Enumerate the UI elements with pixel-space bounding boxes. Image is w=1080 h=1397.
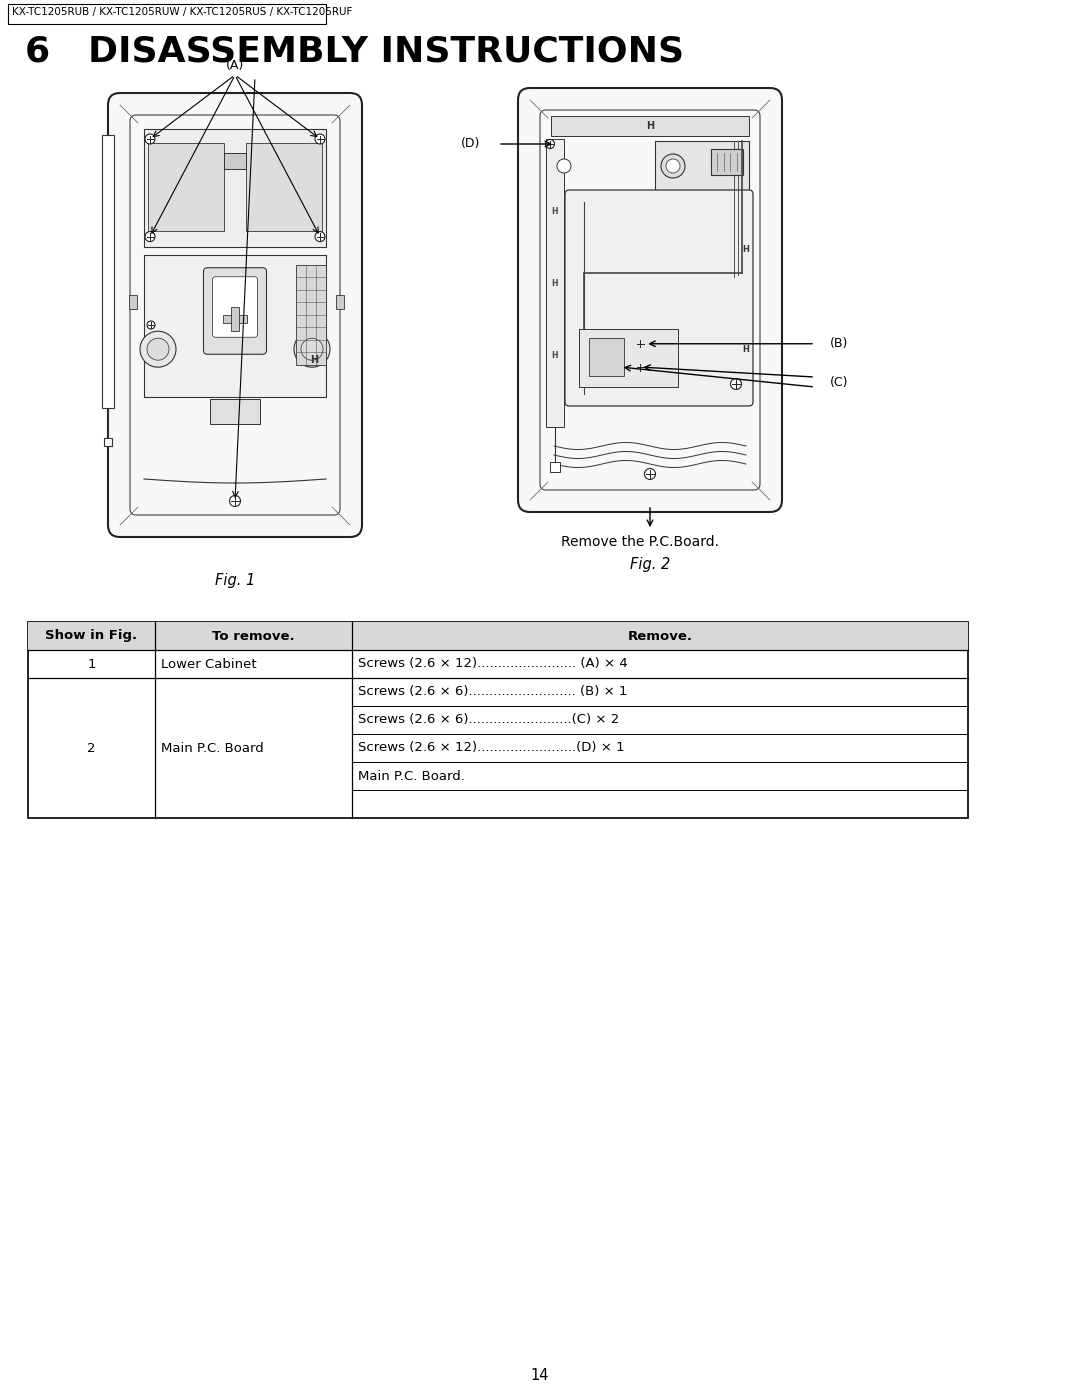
Circle shape	[145, 232, 156, 242]
Text: 1: 1	[87, 658, 96, 671]
Text: Screws (2.6 × 6).......................... (B) × 1: Screws (2.6 × 6)........................…	[359, 686, 627, 698]
Text: H: H	[310, 355, 319, 365]
Bar	[28, 622, 968, 819]
Bar	[336, 295, 345, 309]
Text: Screws (2.6 × 6).........................(C) × 2: Screws (2.6 × 6)........................…	[359, 714, 620, 726]
Polygon shape	[231, 307, 239, 331]
FancyBboxPatch shape	[203, 268, 267, 355]
Text: Main P.C. Board.: Main P.C. Board.	[359, 770, 465, 782]
Circle shape	[645, 468, 656, 479]
Circle shape	[661, 154, 685, 177]
Circle shape	[635, 338, 646, 349]
Bar	[28, 622, 968, 650]
Bar	[546, 138, 564, 427]
Circle shape	[616, 362, 625, 372]
Text: KX-TC1205RUB / KX-TC1205RUW / KX-TC1205RUS / KX-TC1205RUF: KX-TC1205RUB / KX-TC1205RUW / KX-TC1205R…	[12, 7, 352, 17]
Text: To remove.: To remove.	[213, 630, 295, 643]
Text: H: H	[743, 246, 750, 254]
Bar	[210, 400, 260, 425]
Bar	[550, 462, 561, 472]
Text: H: H	[646, 122, 654, 131]
Bar	[148, 142, 225, 232]
Circle shape	[140, 331, 176, 367]
FancyBboxPatch shape	[213, 277, 257, 337]
Text: H: H	[552, 278, 558, 288]
Text: Screws (2.6 × 12)........................(D) × 1: Screws (2.6 × 12).......................…	[359, 742, 625, 754]
Circle shape	[315, 232, 325, 242]
Text: 6   DISASSEMBLY INSTRUCTIONS: 6 DISASSEMBLY INSTRUCTIONS	[25, 35, 684, 68]
Bar	[102, 136, 114, 408]
FancyBboxPatch shape	[565, 190, 753, 407]
Bar	[711, 149, 743, 175]
Text: Show in Fig.: Show in Fig.	[45, 630, 137, 643]
Text: Main P.C. Board: Main P.C. Board	[161, 742, 264, 754]
Circle shape	[301, 338, 323, 360]
Text: Fig. 1: Fig. 1	[215, 573, 255, 588]
Text: (A): (A)	[226, 59, 244, 71]
Bar	[144, 254, 326, 397]
Bar	[245, 142, 322, 232]
Text: Lower Cabinet: Lower Cabinet	[161, 658, 257, 671]
Text: 14: 14	[530, 1368, 550, 1383]
Circle shape	[315, 134, 325, 144]
Bar	[589, 338, 623, 376]
Text: H: H	[552, 207, 558, 215]
Circle shape	[294, 331, 330, 367]
Circle shape	[147, 321, 156, 330]
Text: H: H	[743, 345, 750, 355]
Text: Remove.: Remove.	[627, 630, 692, 643]
FancyBboxPatch shape	[108, 94, 362, 536]
Circle shape	[557, 159, 571, 173]
Bar	[551, 116, 750, 136]
Bar	[8, 4, 326, 24]
Bar	[579, 330, 678, 387]
Circle shape	[635, 362, 646, 372]
Circle shape	[145, 134, 156, 144]
Text: H: H	[552, 351, 558, 359]
Text: (B): (B)	[831, 337, 849, 351]
Circle shape	[229, 496, 241, 507]
Text: Screws (2.6 × 12)........................ (A) × 4: Screws (2.6 × 12).......................…	[359, 658, 629, 671]
Circle shape	[666, 159, 680, 173]
FancyBboxPatch shape	[518, 88, 782, 511]
Text: (C): (C)	[831, 376, 849, 388]
Bar	[129, 295, 137, 309]
Polygon shape	[222, 314, 247, 323]
Text: Remove the P.C.Board.: Remove the P.C.Board.	[561, 535, 719, 549]
Bar	[224, 152, 246, 169]
Circle shape	[545, 140, 554, 148]
Text: (D): (D)	[461, 137, 480, 151]
Text: 2: 2	[87, 742, 96, 754]
Text: Fig. 2: Fig. 2	[630, 557, 670, 571]
Bar	[144, 129, 326, 247]
Bar	[654, 141, 750, 191]
Bar	[296, 264, 326, 365]
Circle shape	[147, 338, 168, 360]
Bar	[104, 439, 112, 446]
Circle shape	[730, 379, 742, 390]
